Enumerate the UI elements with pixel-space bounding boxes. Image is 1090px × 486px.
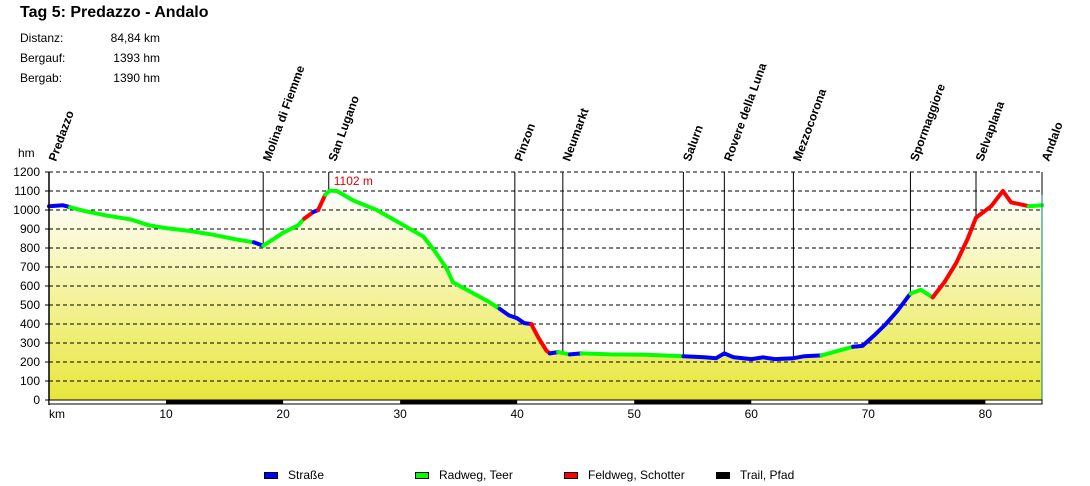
x-tick-label: 10 <box>159 407 173 421</box>
legend-label: Radweg, Teer <box>439 468 513 482</box>
legend-item-trail: Trail, Pfad <box>716 468 794 482</box>
legend-label: Straße <box>288 468 325 482</box>
waypoint-label: Predazzo <box>46 109 77 163</box>
y-tick-label: 900 <box>20 222 40 236</box>
waypoint-label: Neumarkt <box>559 106 591 163</box>
legend-label: Feldweg, Schotter <box>588 468 685 482</box>
legend-swatch <box>415 471 429 479</box>
elevation-segment <box>1026 203 1044 209</box>
elevation-segment <box>323 188 502 311</box>
waypoint-label: Pinzon <box>511 121 538 163</box>
y-tick-label: 400 <box>20 317 40 331</box>
x-tick-label: 60 <box>745 407 759 421</box>
elevation-segment <box>908 287 935 300</box>
stat-value: 84,84 km <box>110 31 160 45</box>
page-title: Tag 5: Predazzo - Andalo <box>20 4 209 21</box>
waypoint-label: San Lugano <box>325 94 362 163</box>
elevation-segment <box>316 192 328 212</box>
elevation-segment <box>930 189 1031 300</box>
waypoint-label: Rovere della Luna <box>721 61 770 163</box>
y-tick-label: 300 <box>20 336 40 350</box>
y-tick-label: 600 <box>20 279 40 293</box>
x-tick-label: 40 <box>510 407 524 421</box>
area-fill <box>49 190 1042 400</box>
y-tick-label: 100 <box>20 374 40 388</box>
legend-item-radweg: Radweg, Teer <box>415 468 513 482</box>
elevation-segment <box>68 205 256 245</box>
waypoint-label: Mezzocorona <box>790 87 829 164</box>
x-tick-label: 80 <box>979 407 993 421</box>
y-tick-label: 200 <box>20 355 40 369</box>
max-elevation-label: 1102 m <box>334 174 373 188</box>
stat-value: 1390 hm <box>113 71 160 85</box>
legend-swatch <box>564 471 578 479</box>
legend-item-strasse: Straße <box>264 468 324 482</box>
x-tick-label: 70 <box>862 407 876 421</box>
x-axis-label: km <box>49 407 65 421</box>
waypoint-label: Salurn <box>680 123 706 163</box>
y-tick-label: 800 <box>20 241 40 255</box>
waypoint-label: Molina di Fiemme <box>260 63 308 163</box>
waypoint-label: Selvaplana <box>973 99 1008 163</box>
stat-label: Distanz: <box>20 31 64 45</box>
y-tick-label: 1000 <box>13 203 40 217</box>
elevation-segment <box>819 344 856 358</box>
elevation-segment <box>497 306 534 326</box>
y-tick-label: 1200 <box>13 165 40 179</box>
elevation-segment <box>261 216 307 248</box>
x-tick-label: 50 <box>628 407 642 421</box>
stat-label: Bergauf: <box>20 51 66 65</box>
waypoint-label: Andalo <box>1039 120 1066 163</box>
y-tick-label: 700 <box>20 260 40 274</box>
legend-swatch <box>264 471 278 479</box>
elevation-segment <box>47 203 73 210</box>
y-axis-label: hm <box>18 146 35 160</box>
x-tick-label: 20 <box>276 407 290 421</box>
elevation-segment <box>529 322 552 356</box>
legend-swatch <box>716 471 730 479</box>
gridlines <box>49 171 1042 382</box>
elevation-segment <box>579 351 686 359</box>
y-tick-label: 500 <box>20 298 40 312</box>
legend-item-feldweg: Feldweg, Schotter <box>564 468 685 482</box>
elevation-line <box>47 188 1044 362</box>
waypoint-label: Spormaggiore <box>907 81 948 163</box>
x-tick-label: 30 <box>393 407 407 421</box>
stat-label: Bergab: <box>20 71 63 85</box>
elevation-profile-chart: Predazzo Molina di Fiemme San Lugano Pinzon… <box>13 61 1066 421</box>
elevation-segment <box>681 351 824 362</box>
y-tick-label: 0 <box>33 393 40 407</box>
legend-label: Trail, Pfad <box>740 468 795 482</box>
stat-value: 1393 hm <box>113 51 160 65</box>
y-tick-label: 1100 <box>14 184 40 198</box>
elevation-area <box>49 190 1042 400</box>
axes: 0 100 200 300 400 500 600 700 800 900 1000 1100 1200… <box>13 146 1043 421</box>
elevation-segment <box>851 291 913 349</box>
